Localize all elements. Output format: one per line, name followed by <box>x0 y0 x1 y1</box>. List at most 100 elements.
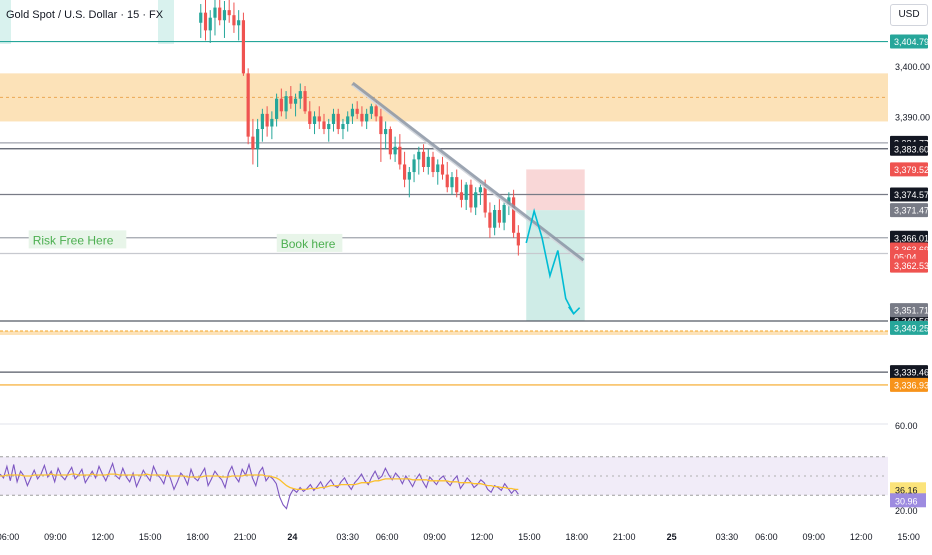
candle-body <box>208 17 212 31</box>
price-axis-bg <box>888 0 932 550</box>
candle-body <box>251 136 255 150</box>
price-axis-label-bg <box>890 162 928 177</box>
candle-body <box>474 192 478 208</box>
symbol-title: Gold Spot / U.S. Dollar · 15 · FX <box>6 9 164 21</box>
price-axis-label-bg <box>890 365 928 380</box>
time-axis-tick: 09:00 <box>803 532 826 542</box>
annotation-bg <box>28 230 127 249</box>
candle-body <box>497 210 501 223</box>
candle-body <box>346 116 350 124</box>
candle-body <box>331 113 336 124</box>
price-axis-tick: 3,400.00 <box>895 62 930 72</box>
candle-body <box>360 113 364 122</box>
candle-body <box>412 159 416 173</box>
candle-body <box>493 210 497 228</box>
annotation-label: Book here <box>281 237 336 251</box>
candle-body <box>388 129 392 155</box>
trendline <box>351 81 585 263</box>
time-axis-tick: 06:00 <box>755 532 778 542</box>
candle-body <box>298 91 302 99</box>
time-axis-tick: 03:30 <box>336 532 359 542</box>
price-axis-tick: 3,390.00 <box>895 112 930 122</box>
candle-body <box>365 113 369 122</box>
rsi-line <box>0 461 519 510</box>
projection-path <box>525 207 575 315</box>
candle-body <box>293 98 298 104</box>
candle-body <box>232 15 236 26</box>
candle-body <box>327 123 331 130</box>
candle-body <box>284 96 288 112</box>
rsi-axis-tick: 20.00 <box>895 506 918 516</box>
rsi-value-label: 36.16 <box>895 485 918 495</box>
time-axis-tick: 21:00 <box>613 532 636 542</box>
time-axis-tick: 12:00 <box>850 532 873 542</box>
rsi-ma-label: 30.96 <box>895 496 918 506</box>
price-axis-label: 3,339.46 <box>894 368 929 378</box>
candle-body <box>350 108 355 117</box>
time-axis-tick: 18:00 <box>186 532 209 542</box>
candle-body <box>241 20 246 74</box>
trendline-inner <box>352 84 584 264</box>
candle-body <box>213 7 217 18</box>
candle-body <box>289 96 293 104</box>
candle-body <box>440 164 445 175</box>
candle-body <box>393 146 397 155</box>
candle-body <box>384 129 388 135</box>
candle-body <box>469 184 473 208</box>
time-axis-tick: 12:00 <box>471 532 494 542</box>
time-axis-tick: 09:00 <box>423 532 446 542</box>
candle-body <box>270 118 274 127</box>
price-axis-label-bg <box>890 141 928 156</box>
candle-body <box>279 98 283 112</box>
candle-body <box>445 174 449 188</box>
price-axis-label-bg <box>890 303 928 318</box>
candle-body <box>336 113 340 130</box>
candle-body <box>317 116 321 122</box>
time-axis-tick: 09:00 <box>44 532 67 542</box>
candle-body <box>218 7 222 21</box>
candle-body <box>488 212 492 228</box>
rsi-label-bg <box>890 482 926 497</box>
candle-body <box>355 108 359 114</box>
time-axis-tick: 15:00 <box>897 532 920 542</box>
candle-body <box>455 177 459 193</box>
annotation-label: Risk Free Here <box>33 233 114 247</box>
price-axis-label: 3,362.53 <box>894 261 929 271</box>
session-shade <box>158 0 174 44</box>
candle-body <box>478 187 483 193</box>
candle-body <box>398 146 402 165</box>
stop-loss-zone <box>526 169 585 211</box>
candle-body <box>246 73 250 137</box>
candle-body <box>379 116 383 135</box>
candle-body <box>464 184 468 200</box>
price-axis-label: 3,379.52 <box>894 165 929 175</box>
currency-button[interactable]: USD <box>890 4 928 26</box>
rsi-ma-line <box>0 473 519 491</box>
candle-body <box>516 232 520 246</box>
candle-body <box>260 113 264 130</box>
time-axis-tick: 15:00 <box>518 532 541 542</box>
candle-body <box>369 106 373 114</box>
candle-body <box>227 10 231 16</box>
rsi-label-bg <box>890 493 926 508</box>
candle-body <box>237 20 241 26</box>
time-axis-tick: 12:00 <box>92 532 115 542</box>
candle-body <box>502 204 506 223</box>
price-axis-label: 3,374.57 <box>894 190 929 200</box>
candle-body <box>322 121 326 130</box>
time-axis-tick: 15:00 <box>139 532 162 542</box>
candle-body <box>421 151 426 167</box>
demand-line-band <box>0 330 888 335</box>
price-axis-label: 3,336.93 <box>894 380 929 390</box>
candle-body <box>265 113 269 127</box>
candle-body <box>450 177 454 188</box>
price-axis-label: 3,371.47 <box>894 206 929 216</box>
time-axis-tick: 03:30 <box>716 532 739 542</box>
price-axis-label: 3,404.79 <box>894 37 929 47</box>
take-profit-zone <box>526 210 585 322</box>
price-axis-label: 05:04 <box>894 253 917 263</box>
price-axis-label: 3,349.25 <box>894 323 929 333</box>
candle-body <box>431 156 435 173</box>
price-axis-label: 3,366.01 <box>894 233 929 243</box>
